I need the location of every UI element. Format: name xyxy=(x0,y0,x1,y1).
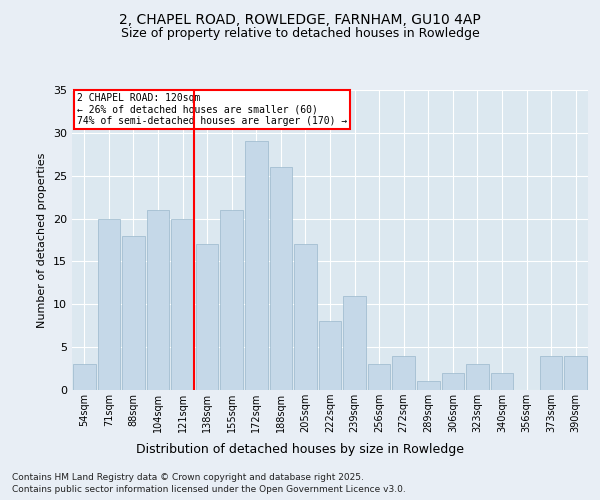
Bar xyxy=(417,382,440,390)
Bar xyxy=(343,296,366,390)
Bar xyxy=(220,210,243,390)
Bar xyxy=(565,356,587,390)
Text: Contains public sector information licensed under the Open Government Licence v3: Contains public sector information licen… xyxy=(12,485,406,494)
Bar xyxy=(368,364,391,390)
Bar xyxy=(540,356,562,390)
Bar xyxy=(245,142,268,390)
Bar xyxy=(146,210,169,390)
Bar xyxy=(442,373,464,390)
Bar xyxy=(73,364,95,390)
Y-axis label: Number of detached properties: Number of detached properties xyxy=(37,152,47,328)
Bar xyxy=(294,244,317,390)
Bar xyxy=(491,373,514,390)
Text: Distribution of detached houses by size in Rowledge: Distribution of detached houses by size … xyxy=(136,442,464,456)
Bar xyxy=(122,236,145,390)
Bar xyxy=(196,244,218,390)
Bar xyxy=(269,167,292,390)
Bar xyxy=(171,218,194,390)
Text: Size of property relative to detached houses in Rowledge: Size of property relative to detached ho… xyxy=(121,28,479,40)
Text: Contains HM Land Registry data © Crown copyright and database right 2025.: Contains HM Land Registry data © Crown c… xyxy=(12,472,364,482)
Text: 2 CHAPEL ROAD: 120sqm
← 26% of detached houses are smaller (60)
74% of semi-deta: 2 CHAPEL ROAD: 120sqm ← 26% of detached … xyxy=(77,93,347,126)
Bar xyxy=(466,364,489,390)
Text: 2, CHAPEL ROAD, ROWLEDGE, FARNHAM, GU10 4AP: 2, CHAPEL ROAD, ROWLEDGE, FARNHAM, GU10 … xyxy=(119,12,481,26)
Bar xyxy=(98,218,120,390)
Bar xyxy=(392,356,415,390)
Bar xyxy=(319,322,341,390)
